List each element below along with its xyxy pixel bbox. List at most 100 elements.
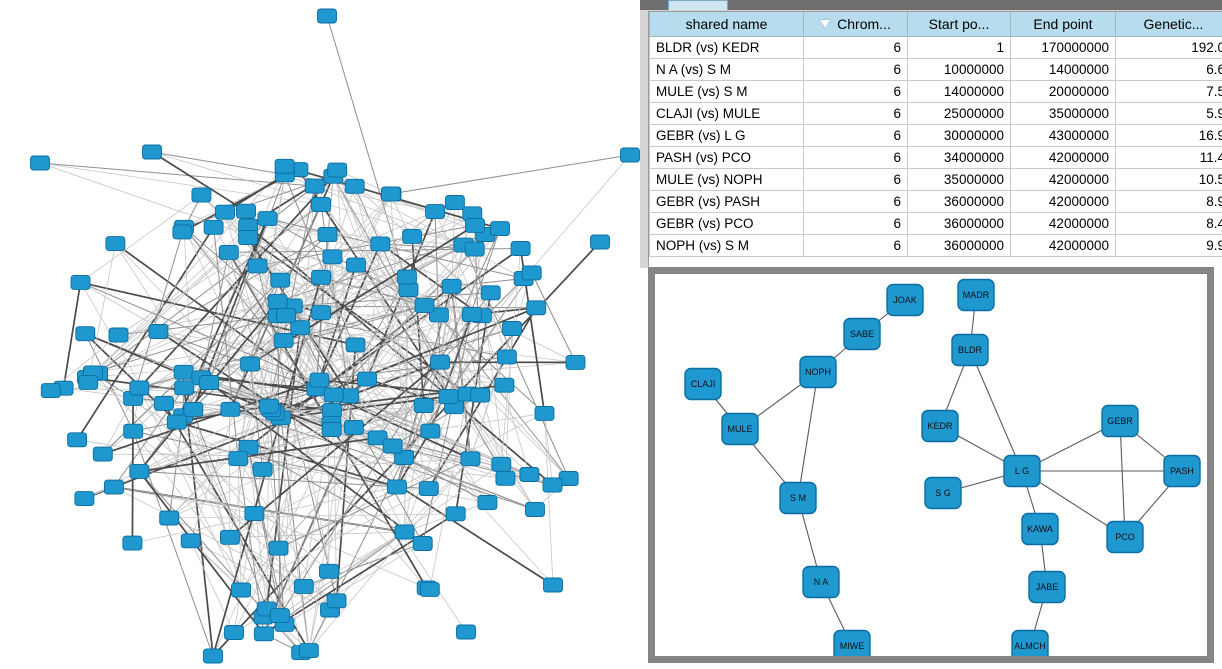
main-network-node[interactable] [480,285,501,301]
cell-genetic[interactable]: 8.9 [1115,190,1222,213]
sub-network-node[interactable]: ALMCH [1011,629,1049,657]
main-network-node[interactable] [543,577,563,593]
main-network-nodes[interactable] [30,8,640,664]
sub-network-node[interactable]: KAWA [1021,512,1059,546]
cell-genetic[interactable]: 7.5 [1115,80,1222,103]
main-network-node[interactable] [321,403,342,419]
main-network-node[interactable] [494,377,515,393]
main-network-node[interactable] [430,354,450,370]
table-tab[interactable] [668,0,728,10]
cell-shared_name[interactable]: PASH (vs) PCO [649,146,804,169]
main-network-node[interactable] [78,374,99,390]
main-network-node[interactable] [268,540,289,556]
cell-start_point[interactable]: 34000000 [907,146,1011,169]
column-header-start-point[interactable]: Start po... [907,12,1011,37]
main-network-node[interactable] [129,380,150,396]
main-network-node[interactable] [174,380,195,396]
main-network-node[interactable] [438,388,459,404]
column-header-genetic[interactable]: Genetic... [1115,12,1222,37]
main-network-node[interactable] [461,307,482,322]
main-network-node[interactable] [309,372,330,388]
main-network-node[interactable] [445,506,466,522]
cell-chromosome[interactable]: 6 [803,146,908,169]
cell-chromosome[interactable]: 6 [803,190,908,213]
main-network-node[interactable] [534,405,555,421]
main-network-node[interactable] [173,364,194,380]
cell-end_point[interactable]: 14000000 [1010,58,1116,81]
main-network-node[interactable] [317,8,337,24]
main-network-node[interactable] [191,187,212,203]
main-network-node[interactable] [521,265,542,281]
main-network-node[interactable] [344,178,365,194]
cell-genetic[interactable]: 11.4 [1115,146,1222,169]
main-network-node[interactable] [142,144,162,160]
main-network-node[interactable] [477,495,498,510]
cell-chromosome[interactable]: 6 [803,234,908,257]
main-network-node[interactable] [75,326,96,342]
main-network-node[interactable] [40,383,61,399]
cell-shared_name[interactable]: CLAJI (vs) MULE [649,102,804,125]
sub-network-node[interactable]: JOAK [886,283,924,317]
cell-start_point[interactable]: 25000000 [907,102,1011,125]
main-network-node[interactable] [495,470,516,486]
main-network-node[interactable] [220,401,241,417]
main-network-node[interactable] [327,162,348,178]
main-network-node[interactable] [444,195,465,210]
main-network-node[interactable] [304,178,325,194]
main-network-node[interactable] [357,371,377,387]
cell-start_point[interactable]: 30000000 [907,124,1011,147]
main-network-node[interactable] [565,354,586,370]
main-network-node[interactable] [298,643,319,659]
cell-chromosome[interactable]: 6 [803,168,908,191]
main-network-node[interactable] [180,533,201,549]
main-network-node[interactable] [322,249,343,265]
main-network-node[interactable] [321,422,342,437]
sub-network-node[interactable]: N A [802,565,840,599]
cell-end_point[interactable]: 42000000 [1010,146,1116,169]
main-network-node[interactable] [525,502,545,517]
main-network-node[interactable] [74,491,95,507]
sub-network-node[interactable]: MADR [957,278,995,312]
cell-chromosome[interactable]: 6 [803,212,908,235]
sub-network-node[interactable]: MULE [721,412,759,446]
sub-network-node[interactable]: SABE [843,317,881,351]
column-header-chromosome[interactable]: Chrom... [803,12,908,37]
sub-network-node[interactable]: PASH [1163,454,1201,488]
cell-genetic[interactable]: 6.6 [1115,58,1222,81]
main-network-node[interactable] [346,257,366,273]
main-network-node[interactable] [425,204,446,220]
main-network-node[interactable] [380,186,401,202]
main-network-node[interactable] [465,217,485,233]
cell-chromosome[interactable]: 6 [803,80,908,103]
sub-network-node[interactable]: S M [779,481,817,515]
sub-network-edge[interactable] [1119,420,1126,538]
cell-genetic[interactable]: 10.5 [1115,168,1222,191]
main-network-node[interactable] [290,320,311,336]
main-network-node[interactable] [456,624,476,640]
cell-shared_name[interactable]: N A (vs) S M [649,58,804,81]
main-network-node[interactable] [30,155,50,171]
cell-shared_name[interactable]: GEBR (vs) L G [649,124,804,147]
main-network-node[interactable] [253,626,274,642]
cell-start_point[interactable]: 10000000 [907,58,1011,81]
main-network-node[interactable] [274,158,295,174]
main-network-node[interactable] [122,535,143,551]
cell-end_point[interactable]: 20000000 [1010,80,1116,103]
main-network-node[interactable] [491,456,512,472]
main-network-node[interactable] [590,234,610,250]
sub-network-node[interactable]: MIWE [833,629,871,657]
main-network-node[interactable] [219,529,240,545]
main-network-node[interactable] [67,432,88,448]
main-network-node[interactable] [526,300,547,316]
main-network-node[interactable] [382,438,403,454]
main-network-node[interactable] [470,387,491,403]
main-network-node[interactable] [367,430,388,446]
main-network-node[interactable] [620,147,640,163]
main-network-node[interactable] [92,446,113,462]
main-network-node[interactable] [123,423,144,439]
cell-end_point[interactable]: 43000000 [1010,124,1116,147]
